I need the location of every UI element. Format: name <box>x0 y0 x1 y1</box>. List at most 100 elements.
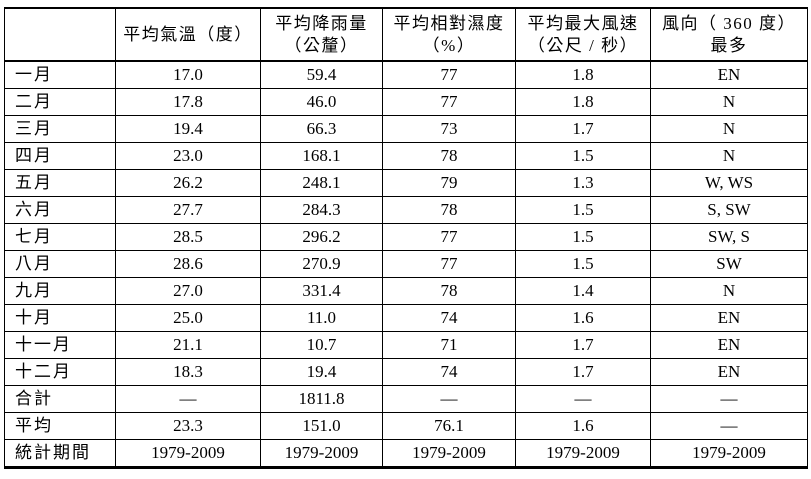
table-cell: 1.6 <box>515 303 651 332</box>
table-cell: 17.0 <box>115 60 261 89</box>
table-cell: N <box>650 276 808 305</box>
table-cell: 270.9 <box>260 249 383 278</box>
table-cell: 28.5 <box>115 222 261 251</box>
column-header-0 <box>4 7 116 62</box>
row-label: 九月 <box>4 276 116 305</box>
row-label: 統計期間 <box>4 438 116 468</box>
table-row: 合計 —1811.8— — — <box>4 384 808 413</box>
table-cell: N <box>650 141 808 170</box>
column-header-5: 風向（ 360 度） 最多 <box>650 7 808 62</box>
column-header-4: 平均最大風速 （公尺 / 秒） <box>515 7 651 62</box>
table-cell: 151.0 <box>260 411 383 440</box>
table-cell: — <box>650 411 808 440</box>
table-row: 十月 25.0 11.0 74 1.6 EN <box>4 303 808 332</box>
table-row: 五月 26.2 248.1 79 1.3 W, WS <box>4 168 808 197</box>
table-row: 平均 23.3 151.0 76.1 1.6— <box>4 411 808 440</box>
table-cell: 19.4 <box>260 357 383 386</box>
table-cell: — <box>515 384 651 413</box>
table-cell: W, WS <box>650 168 808 197</box>
table-cell: S, SW <box>650 195 808 224</box>
table-cell: 1979-2009 <box>115 438 261 468</box>
table-cell: 77 <box>382 87 516 116</box>
row-label: 六月 <box>4 195 116 224</box>
table-cell: EN <box>650 357 808 386</box>
table-cell: 1811.8 <box>260 384 383 413</box>
table-row: 十一月 21.1 10.7 71 1.7 EN <box>4 330 808 359</box>
table-cell: 26.2 <box>115 168 261 197</box>
table-cell: 17.8 <box>115 87 261 116</box>
table-cell: 1.7 <box>515 357 651 386</box>
table-row: 十二月 18.3 19.4 74 1.7 EN <box>4 357 808 386</box>
table-cell: 66.3 <box>260 114 383 143</box>
table-row: 九月 27.0 331.4 78 1.4 N <box>4 276 808 305</box>
table-cell: 25.0 <box>115 303 261 332</box>
table-cell: 18.3 <box>115 357 261 386</box>
row-label: 平均 <box>4 411 116 440</box>
table-cell: EN <box>650 60 808 89</box>
table-cell: 77 <box>382 222 516 251</box>
table-row: 八月 28.6 270.9 77 1.5 SW <box>4 249 808 278</box>
table-cell: 77 <box>382 249 516 278</box>
header-row: 平均氣溫（度） 平均降雨量 （公釐） 平均相對濕度 （%） 平均最大風速 （公尺 / … <box>4 7 808 62</box>
table-row: 六月 27.7 284.3 78 1.5 S, SW <box>4 195 808 224</box>
row-label: 八月 <box>4 249 116 278</box>
table-cell: 23.3 <box>115 411 261 440</box>
table-cell: 23.0 <box>115 141 261 170</box>
climate-statistics-table: 平均氣溫（度） 平均降雨量 （公釐） 平均相對濕度 （%） 平均最大風速 （公尺 / … <box>4 7 808 469</box>
row-label: 四月 <box>4 141 116 170</box>
table-cell: 1.5 <box>515 141 651 170</box>
table-cell: — <box>382 384 516 413</box>
table-cell: — <box>115 384 261 413</box>
table-cell: 1.6 <box>515 411 651 440</box>
table-row: 七月 28.5 296.2 77 1.5 SW, S <box>4 222 808 251</box>
table-cell: SW <box>650 249 808 278</box>
table-cell: 78 <box>382 195 516 224</box>
row-label: 十月 <box>4 303 116 332</box>
row-label: 十一月 <box>4 330 116 359</box>
table-cell: 1.4 <box>515 276 651 305</box>
row-label: 一月 <box>4 60 116 89</box>
table-cell: 78 <box>382 141 516 170</box>
row-label: 合計 <box>4 384 116 413</box>
table-cell: 79 <box>382 168 516 197</box>
table-cell: 331.4 <box>260 276 383 305</box>
table-cell: 10.7 <box>260 330 383 359</box>
table-cell: 1.8 <box>515 60 651 89</box>
table-cell: N <box>650 87 808 116</box>
table-cell: 76.1 <box>382 411 516 440</box>
table-cell: 1.7 <box>515 114 651 143</box>
table-cell: N <box>650 114 808 143</box>
column-header-1: 平均氣溫（度） <box>115 7 261 62</box>
table-cell: 1979-2009 <box>515 438 651 468</box>
table-cell: 59.4 <box>260 60 383 89</box>
row-label: 二月 <box>4 87 116 116</box>
row-label: 三月 <box>4 114 116 143</box>
table-cell: 1.8 <box>515 87 651 116</box>
table-cell: EN <box>650 330 808 359</box>
table-row: 二月 17.8 46.0 77 1.8 N <box>4 87 808 116</box>
table-row: 一月 17.0 59.4 77 1.8 EN <box>4 60 808 89</box>
table-cell: 74 <box>382 357 516 386</box>
table-cell: — <box>650 384 808 413</box>
table-cell: 74 <box>382 303 516 332</box>
table-row: 統計期間 1979-2009 1979-2009 1979-2009 1979-2009… <box>4 438 808 468</box>
table-cell: 73 <box>382 114 516 143</box>
table-cell: 28.6 <box>115 249 261 278</box>
table-header: 平均氣溫（度） 平均降雨量 （公釐） 平均相對濕度 （%） 平均最大風速 （公尺 / … <box>4 7 808 62</box>
table-cell: 1979-2009 <box>382 438 516 468</box>
table-cell: 78 <box>382 276 516 305</box>
table-cell: 1.7 <box>515 330 651 359</box>
table-cell: 21.1 <box>115 330 261 359</box>
column-header-2: 平均降雨量 （公釐） <box>260 7 383 62</box>
table-row: 四月 23.0 168.1 78 1.5 N <box>4 141 808 170</box>
table-cell: 27.7 <box>115 195 261 224</box>
row-label: 五月 <box>4 168 116 197</box>
table-cell: 1979-2009 <box>260 438 383 468</box>
table-cell: EN <box>650 303 808 332</box>
table-cell: 296.2 <box>260 222 383 251</box>
table-cell: 248.1 <box>260 168 383 197</box>
table-cell: 1.5 <box>515 195 651 224</box>
table-row: 三月 19.4 66.3 73 1.7 N <box>4 114 808 143</box>
table-cell: SW, S <box>650 222 808 251</box>
table-cell: 1979-2009 <box>650 438 808 468</box>
